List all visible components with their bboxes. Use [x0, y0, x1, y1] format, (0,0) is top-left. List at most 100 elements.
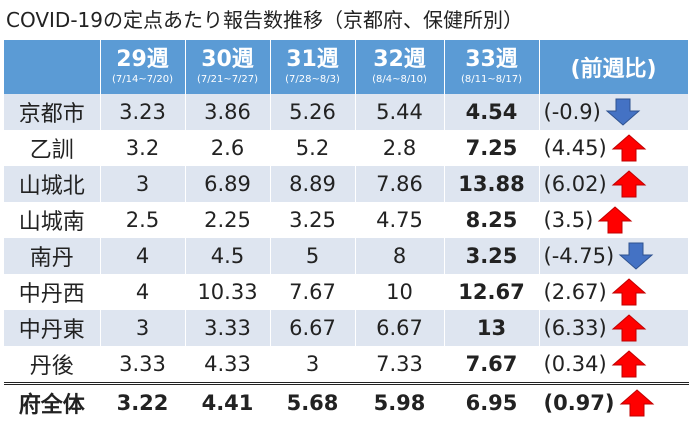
column-header: 33週 (8/11~8/17) — [444, 40, 540, 94]
cell-value: 10 — [355, 274, 445, 310]
week-label: 31週 — [286, 47, 339, 72]
row-name: 府全体 — [4, 382, 101, 421]
cell-value: 4.41 — [185, 382, 271, 421]
arrow-down — [605, 98, 641, 126]
cell-value: 3 — [100, 310, 186, 346]
change-cell: (2.67) — [539, 274, 689, 310]
change-value: (6.02) — [543, 172, 607, 196]
change-value: (3.5) — [543, 208, 594, 232]
cell-value: 6.95 — [444, 382, 540, 421]
cell-value: 10.33 — [185, 274, 271, 310]
cell-value: 7.67 — [270, 274, 356, 310]
arrow-up — [619, 389, 654, 417]
cell-value: 6.89 — [185, 166, 271, 202]
cell-value: 3.22 — [100, 382, 186, 421]
change-cell: (-4.75) — [539, 238, 689, 274]
arrow-down — [618, 242, 654, 270]
data-table: 29週 (7/14~7/20) 30週 (7/21~7/27) 31週 (7/28~8/3… — [4, 40, 689, 421]
week-label: 29週 — [116, 47, 169, 72]
row-name: 乙訓 — [4, 130, 101, 166]
date-range: (7/21~7/27) — [196, 74, 259, 85]
cell-value: 5.98 — [355, 382, 445, 421]
row-name: 京都市 — [4, 94, 101, 130]
week-label: 32週 — [373, 47, 426, 72]
cell-value: 2.5 — [100, 202, 186, 238]
cell-value: 2.25 — [185, 202, 271, 238]
change-value: (-0.9) — [543, 100, 601, 124]
header-corner — [4, 40, 101, 94]
table-row: 府全体 3.22 4.41 5.68 5.98 6.95 (0.97) — [4, 382, 689, 421]
row-name: 中丹東 — [4, 310, 101, 346]
table-row: 京都市 3.23 3.86 5.26 5.44 4.54 (-0.9) — [4, 94, 689, 130]
cell-value: 7.33 — [355, 346, 445, 384]
change-value: (-4.75) — [543, 244, 615, 268]
change-cell: (4.45) — [539, 130, 689, 166]
cell-value: 2.6 — [185, 130, 271, 166]
table-row: 中丹東 3 3.33 6.67 6.67 13 (6.33) — [4, 310, 689, 346]
table-row: 山城南 2.5 2.25 3.25 4.75 8.25 (3.5) — [4, 202, 689, 238]
week-label: 30週 — [201, 47, 254, 72]
change-value: (0.97) — [543, 391, 615, 415]
cell-value: 6.67 — [270, 310, 356, 346]
date-range: (7/28~8/3) — [285, 74, 340, 85]
change-value: (2.67) — [543, 280, 607, 304]
row-name: 丹後 — [4, 346, 101, 384]
cell-value: 13.88 — [444, 166, 540, 202]
date-range: (8/4~8/10) — [372, 74, 427, 85]
change-cell: (3.5) — [539, 202, 689, 238]
arrow-up — [611, 170, 646, 198]
cell-value: 3.2 — [100, 130, 186, 166]
arrow-up — [611, 278, 646, 306]
title: COVID-19の定点あたり報告数推移（京都府、保健所別） — [6, 8, 524, 32]
cell-value: 3.33 — [100, 346, 186, 384]
header-row: 29週 (7/14~7/20) 30週 (7/21~7/27) 31週 (7/28~8/3… — [4, 40, 689, 94]
row-name: 南丹 — [4, 238, 101, 274]
cell-value: 5.2 — [270, 130, 356, 166]
cell-value: 4.54 — [444, 94, 540, 130]
date-range: (7/14~7/20) — [111, 74, 174, 85]
row-name: 中丹西 — [4, 274, 101, 310]
table-row: 丹後 3.33 4.33 3 7.33 7.67 (0.34) — [4, 346, 689, 384]
cell-value: 4.75 — [355, 202, 445, 238]
table-row: 南丹 4 4.5 5 8 3.25 (-4.75) — [4, 238, 689, 274]
cell-value: 5 — [270, 238, 356, 274]
change-value: (0.34) — [543, 352, 607, 376]
cell-value: 4 — [100, 238, 186, 274]
cell-value: 4.33 — [185, 346, 271, 384]
cell-value: 12.67 — [444, 274, 540, 310]
change-value: (4.45) — [543, 136, 607, 160]
week-label: 33週 — [465, 47, 518, 72]
change-cell: (6.02) — [539, 166, 689, 202]
date-range: (8/11~8/17) — [460, 74, 523, 85]
cell-value: 3.33 — [185, 310, 271, 346]
change-cell: (0.97) — [539, 382, 689, 421]
row-name: 山城北 — [4, 166, 101, 202]
cell-value: 3 — [270, 346, 356, 384]
table-row: 中丹西 4 10.33 7.67 10 12.67 (2.67) — [4, 274, 689, 310]
cell-value: 3.86 — [185, 94, 271, 130]
cell-value: 5.26 — [270, 94, 356, 130]
arrow-up — [611, 314, 646, 342]
cell-value: 5.44 — [355, 94, 445, 130]
cell-value: 7.86 — [355, 166, 445, 202]
cell-value: 3.25 — [444, 238, 540, 274]
column-header: 32週 (8/4~8/10) — [355, 40, 445, 94]
change-cell: (0.34) — [539, 346, 689, 384]
column-header: 31週 (7/28~8/3) — [270, 40, 356, 94]
cell-value: 3.23 — [100, 94, 186, 130]
column-header: 29週 (7/14~7/20) — [100, 40, 186, 94]
cell-value: 4.5 — [185, 238, 271, 274]
cell-value: 7.67 — [444, 346, 540, 384]
change-value: (6.33) — [543, 316, 607, 340]
cell-value: 6.67 — [355, 310, 445, 346]
column-header: 30週 (7/21~7/27) — [185, 40, 271, 94]
cell-value: 13 — [444, 310, 540, 346]
cell-value: 2.8 — [355, 130, 445, 166]
cell-value: 8.89 — [270, 166, 356, 202]
arrow-up — [611, 350, 646, 378]
arrow-up — [597, 206, 633, 234]
change-cell: (-0.9) — [539, 94, 689, 130]
cell-value: 5.68 — [270, 382, 356, 421]
cell-value: 8 — [355, 238, 445, 274]
